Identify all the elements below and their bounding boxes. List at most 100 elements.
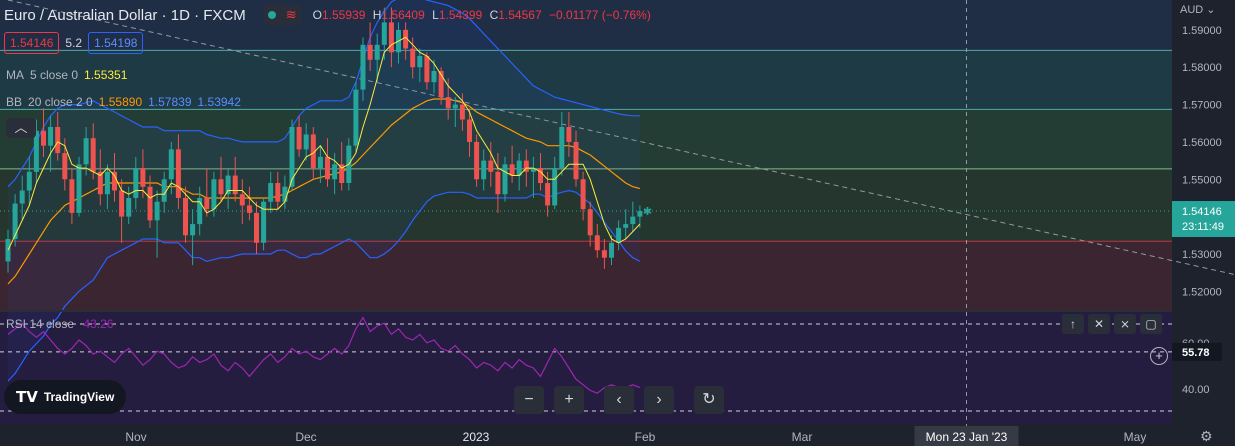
candle[interactable]: [623, 209, 629, 240]
add-alert-icon[interactable]: +: [1150, 347, 1168, 365]
candle[interactable]: [33, 119, 39, 184]
candle[interactable]: [630, 201, 636, 232]
zoom-out-icon[interactable]: −: [514, 386, 544, 414]
candle[interactable]: [296, 115, 302, 157]
candle[interactable]: [133, 156, 139, 210]
candle[interactable]: [239, 179, 245, 225]
candle[interactable]: [190, 209, 196, 266]
candle[interactable]: [41, 108, 46, 157]
candle[interactable]: [388, 7, 394, 68]
candle[interactable]: [97, 149, 103, 206]
candle[interactable]: [268, 171, 274, 213]
candle[interactable]: [637, 205, 643, 228]
candle[interactable]: [516, 153, 522, 191]
candle[interactable]: [317, 145, 323, 184]
candle[interactable]: [381, 7, 387, 60]
candle[interactable]: [48, 115, 54, 172]
candle[interactable]: [530, 156, 536, 198]
candle[interactable]: [140, 149, 146, 198]
currency-selector[interactable]: AUD ⌄: [1180, 4, 1216, 16]
candle[interactable]: [374, 33, 380, 83]
candle[interactable]: [594, 224, 600, 258]
candle[interactable]: [183, 186, 188, 243]
candle[interactable]: [275, 171, 281, 210]
candle[interactable]: [175, 134, 181, 210]
collapse-pane-icon[interactable]: ⨯: [1114, 314, 1136, 334]
candle[interactable]: [509, 145, 515, 184]
candle[interactable]: [325, 138, 330, 187]
candle[interactable]: [559, 112, 565, 176]
move-pane-up-icon[interactable]: ↑: [1062, 314, 1084, 334]
candle[interactable]: [90, 123, 96, 180]
candle[interactable]: [431, 59, 437, 94]
scroll-right-icon[interactable]: ›: [644, 386, 674, 414]
candle[interactable]: [204, 168, 210, 217]
candle[interactable]: [104, 164, 110, 210]
sell-button[interactable]: 1.54146: [4, 32, 60, 54]
reset-chart-icon[interactable]: ↻: [694, 386, 724, 414]
candle[interactable]: [353, 82, 359, 154]
candle[interactable]: [580, 171, 586, 221]
candle[interactable]: [609, 235, 614, 266]
candle[interactable]: [303, 123, 309, 161]
candle[interactable]: [417, 48, 423, 83]
candle[interactable]: [197, 186, 203, 236]
candle[interactable]: [566, 112, 572, 157]
candle[interactable]: [254, 201, 259, 254]
candle[interactable]: [218, 156, 224, 202]
buy-button[interactable]: 1.54198: [88, 32, 144, 54]
candle[interactable]: [83, 126, 89, 176]
candle[interactable]: [282, 175, 288, 210]
candle[interactable]: [76, 156, 82, 217]
candle[interactable]: [26, 156, 32, 206]
candle[interactable]: [481, 149, 487, 191]
candle[interactable]: [246, 186, 252, 221]
candle[interactable]: [360, 37, 366, 101]
candle[interactable]: [112, 153, 117, 202]
candle[interactable]: [587, 201, 593, 247]
candle[interactable]: [452, 97, 458, 127]
candle[interactable]: [126, 186, 132, 225]
candle[interactable]: [367, 22, 373, 71]
candle[interactable]: [339, 141, 345, 191]
candle[interactable]: [488, 141, 494, 187]
maximize-pane-icon[interactable]: ▢: [1140, 314, 1162, 334]
candle[interactable]: [69, 168, 75, 225]
candle[interactable]: [5, 229, 11, 273]
candle[interactable]: [12, 194, 18, 247]
candle[interactable]: [467, 108, 472, 157]
candle[interactable]: [502, 156, 508, 202]
candle[interactable]: [55, 112, 61, 161]
collapse-legend-button[interactable]: ︿: [6, 118, 36, 138]
candle[interactable]: [552, 156, 558, 210]
ma-legend[interactable]: MA 5 close 0 1.55351: [6, 68, 127, 82]
visibility-toggles[interactable]: ≋: [263, 5, 301, 25]
candle[interactable]: [225, 168, 231, 210]
candle[interactable]: [168, 141, 174, 195]
candle[interactable]: [495, 153, 501, 213]
candle[interactable]: [19, 175, 25, 221]
candle[interactable]: [403, 22, 409, 60]
rsi-legend[interactable]: RSI 14 close 43.26: [6, 317, 113, 331]
candle[interactable]: [261, 197, 267, 251]
tradingview-logo[interactable]: 𝗧𝗩 TradingView: [4, 380, 127, 414]
candle[interactable]: [332, 153, 338, 195]
candle[interactable]: [438, 67, 444, 105]
candle[interactable]: [147, 175, 153, 228]
candle[interactable]: [154, 190, 160, 258]
candle[interactable]: [459, 93, 465, 131]
close-pane-icon[interactable]: ✕: [1088, 314, 1110, 334]
zoom-in-icon[interactable]: +: [554, 386, 584, 414]
bb-legend[interactable]: BB 20 close 2 0 1.55890 1.57839 1.53942: [6, 95, 241, 109]
candle[interactable]: [474, 134, 480, 187]
scroll-left-icon[interactable]: ‹: [604, 386, 634, 414]
gear-icon[interactable]: ⚙: [1200, 428, 1213, 444]
candle[interactable]: [601, 239, 607, 269]
compare-icon[interactable]: ≋: [285, 7, 297, 22]
candle[interactable]: [424, 52, 430, 90]
candle[interactable]: [232, 156, 238, 202]
candle[interactable]: [616, 220, 622, 251]
candle[interactable]: [161, 171, 167, 213]
symbol-title[interactable]: Euro / Australian Dollar · 1D · FXCM: [4, 6, 246, 24]
